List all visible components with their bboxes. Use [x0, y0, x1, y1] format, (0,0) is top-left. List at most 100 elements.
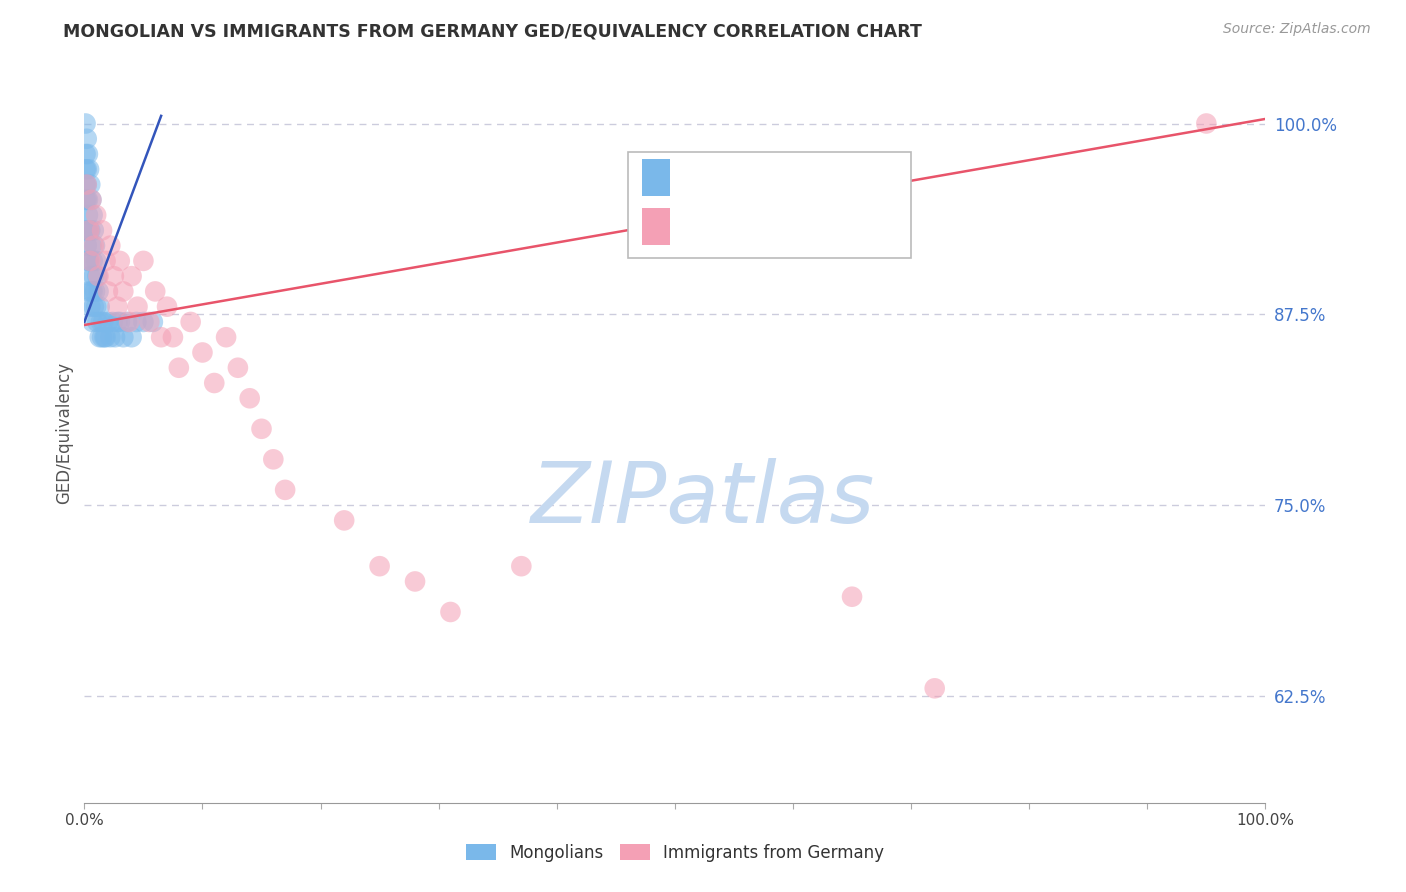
Point [90, 315, 112, 329]
Point [94, 330, 117, 344]
Point [77, 253, 100, 268]
Point [87, 285, 110, 299]
Point [79, 253, 101, 268]
Point [93, 330, 115, 344]
Point [83, 269, 105, 284]
Point [84, 253, 107, 268]
Y-axis label: GED/Equivalency: GED/Equivalency [55, 361, 73, 504]
Point [101, 315, 124, 329]
Point [89, 300, 111, 314]
Point [77, 223, 100, 237]
Point [75, 147, 97, 161]
Point [83, 300, 105, 314]
Legend: Mongolians, Immigrants from Germany: Mongolians, Immigrants from Germany [458, 838, 891, 869]
Point [77, 223, 100, 237]
Point [87, 269, 110, 284]
Point [97, 315, 120, 329]
Point [84, 208, 107, 222]
Point [162, 330, 184, 344]
Point [89, 330, 111, 344]
Point [250, 422, 273, 436]
Point [80, 238, 103, 252]
Point [82, 253, 104, 268]
Point [118, 315, 141, 329]
Point [76, 162, 98, 177]
Point [125, 315, 148, 329]
Point [80, 285, 103, 299]
Point [82, 285, 104, 299]
Point [142, 315, 165, 329]
Point [841, 590, 863, 604]
Point [226, 360, 249, 375]
Point [77, 147, 100, 161]
Point [79, 223, 101, 237]
Text: R =  0.361   N = 60: R = 0.361 N = 60 [682, 169, 872, 186]
Point [91, 315, 114, 329]
Point [439, 605, 461, 619]
Point [91, 330, 114, 344]
Point [75, 178, 97, 192]
Point [112, 330, 135, 344]
Point [82, 315, 104, 329]
Point [91, 223, 114, 237]
Point [143, 285, 166, 299]
Point [104, 330, 127, 344]
Point [77, 162, 100, 177]
Point [127, 300, 149, 314]
Point [333, 513, 356, 527]
Point [108, 253, 131, 268]
Point [84, 285, 107, 299]
Point [180, 315, 202, 329]
Point [191, 345, 214, 359]
Point [202, 376, 225, 390]
Text: MONGOLIAN VS IMMIGRANTS FROM GERMANY GED/EQUIVALENCY CORRELATION CHART: MONGOLIAN VS IMMIGRANTS FROM GERMANY GED… [63, 22, 922, 40]
Point [76, 132, 98, 146]
Point [75, 193, 97, 207]
Point [77, 223, 100, 237]
Point [262, 452, 284, 467]
Point [94, 253, 117, 268]
Point [83, 238, 105, 252]
Point [108, 315, 131, 329]
Point [79, 300, 101, 314]
Point [75, 162, 97, 177]
Point [77, 253, 100, 268]
Point [77, 193, 100, 207]
Point [76, 193, 98, 207]
Point [215, 330, 238, 344]
Point [84, 238, 107, 252]
Text: R =  0.203   N = 42: R = 0.203 N = 42 [682, 218, 872, 235]
Point [167, 360, 190, 375]
Point [79, 269, 101, 284]
Point [103, 269, 125, 284]
Point [84, 300, 107, 314]
Point [80, 193, 103, 207]
Text: ZIPatlas: ZIPatlas [531, 458, 875, 541]
Point [239, 391, 262, 405]
Point [107, 300, 129, 314]
Point [132, 315, 155, 329]
Point [76, 178, 98, 192]
Point [138, 315, 160, 329]
Point [77, 285, 100, 299]
Point [1195, 116, 1218, 130]
Point [76, 223, 98, 237]
Point [107, 315, 129, 329]
Point [86, 315, 108, 329]
Text: Source: ZipAtlas.com: Source: ZipAtlas.com [1223, 22, 1371, 37]
Point [97, 285, 120, 299]
Point [98, 238, 121, 252]
Point [121, 269, 143, 284]
Point [75, 116, 97, 130]
Point [404, 574, 426, 589]
Point [83, 223, 105, 237]
Point [98, 330, 121, 344]
Point [132, 253, 155, 268]
Point [150, 330, 173, 344]
Point [510, 559, 533, 574]
Point [274, 483, 297, 497]
Point [112, 285, 135, 299]
Point [115, 315, 138, 329]
Point [76, 238, 98, 252]
Point [76, 178, 98, 192]
